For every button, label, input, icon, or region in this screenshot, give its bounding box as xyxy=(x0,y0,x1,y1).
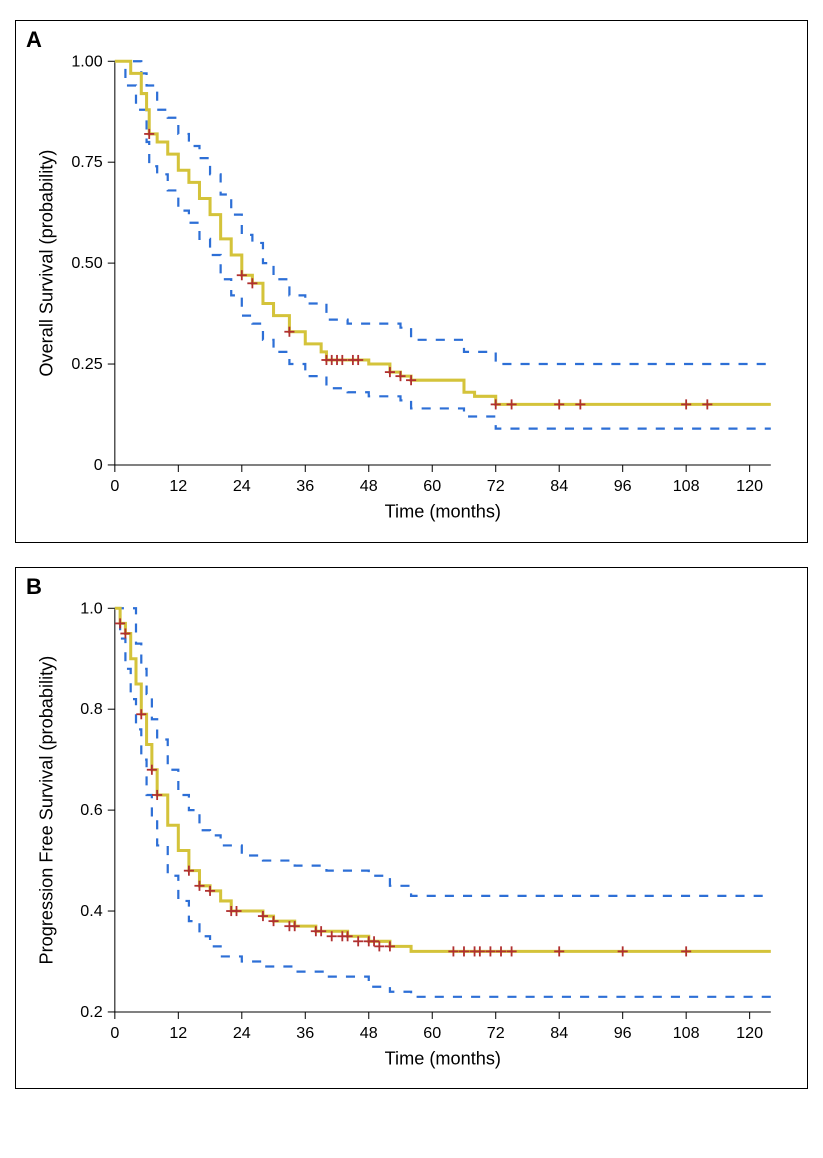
svg-text:96: 96 xyxy=(614,477,632,495)
panel-b: B 0 12 24 36 48 60 72 84 96 108 120 0.2 0.4 0.6 0.8 1.0… xyxy=(15,567,808,1090)
svg-text:Time (months): Time (months) xyxy=(385,501,501,521)
svg-text:0.6: 0.6 xyxy=(80,801,102,819)
svg-text:0.50: 0.50 xyxy=(71,254,102,272)
chart-b-svg: 0 12 24 36 48 60 72 84 96 108 120 0.2 0.4 0.6 0.8 1.0 Ti… xyxy=(24,578,791,1083)
chart-a-svg: 0 12 24 36 48 60 72 84 96 108 120 0 0.25 0.50 0.75 1.00… xyxy=(24,31,791,536)
svg-text:96: 96 xyxy=(614,1024,632,1042)
svg-text:0: 0 xyxy=(110,1024,119,1042)
svg-text:36: 36 xyxy=(296,477,314,495)
svg-text:24: 24 xyxy=(233,1024,251,1042)
svg-text:120: 120 xyxy=(736,1024,763,1042)
svg-text:60: 60 xyxy=(423,477,441,495)
svg-text:84: 84 xyxy=(550,1024,568,1042)
svg-text:36: 36 xyxy=(296,1024,314,1042)
svg-text:1.00: 1.00 xyxy=(71,52,102,70)
svg-text:0.25: 0.25 xyxy=(71,355,102,373)
svg-text:Overall Survival (probability): Overall Survival (probability) xyxy=(36,150,56,377)
svg-text:108: 108 xyxy=(673,477,700,495)
svg-text:60: 60 xyxy=(423,1024,441,1042)
svg-text:0: 0 xyxy=(110,477,119,495)
svg-text:0.8: 0.8 xyxy=(80,700,102,718)
svg-text:12: 12 xyxy=(169,1024,187,1042)
svg-text:0.4: 0.4 xyxy=(80,902,102,920)
svg-text:Progression Free Survival (pro: Progression Free Survival (probability) xyxy=(36,655,56,964)
svg-text:0: 0 xyxy=(94,456,103,474)
svg-text:1.0: 1.0 xyxy=(80,599,102,617)
svg-text:Time (months): Time (months) xyxy=(385,1048,501,1068)
svg-text:12: 12 xyxy=(169,477,187,495)
panel-a-label: A xyxy=(26,27,42,53)
svg-text:72: 72 xyxy=(487,477,505,495)
svg-text:72: 72 xyxy=(487,1024,505,1042)
svg-text:48: 48 xyxy=(360,477,378,495)
svg-text:108: 108 xyxy=(673,1024,700,1042)
figure-container: A 0122436486072849610812000.250.500.751.… xyxy=(15,20,808,1089)
svg-text:24: 24 xyxy=(233,477,251,495)
panel-b-label: B xyxy=(26,574,42,600)
svg-text:0.2: 0.2 xyxy=(80,1003,102,1021)
svg-text:120: 120 xyxy=(736,477,763,495)
svg-text:0.75: 0.75 xyxy=(71,153,102,171)
svg-text:48: 48 xyxy=(360,1024,378,1042)
panel-a: A 0 12 24 36 48 60 72 84 96 108 120 0 0.25 0.50 0.75 1.… xyxy=(15,20,808,543)
svg-text:84: 84 xyxy=(550,477,568,495)
